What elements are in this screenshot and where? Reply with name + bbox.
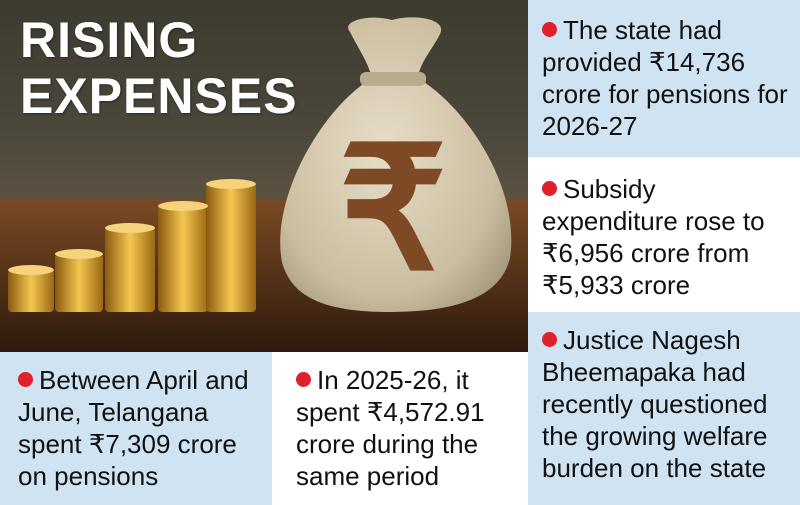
headline-line1: RISING bbox=[20, 12, 199, 68]
fact-text: Justice Nagesh Bheemapaka had recently q… bbox=[542, 325, 768, 483]
headline-line2: EXPENSES bbox=[20, 68, 298, 124]
fact-subsidy: Subsidy expenditure rose to ₹6,956 crore… bbox=[528, 163, 800, 306]
bullet-icon bbox=[542, 332, 557, 347]
coin-stacks bbox=[8, 179, 256, 312]
bullet-icon bbox=[542, 22, 557, 37]
bullet-icon bbox=[18, 372, 33, 387]
fact-previous-year: In 2025-26, it spent ₹4,572.91 crore dur… bbox=[272, 352, 522, 505]
money-bag-illustration: ₹ bbox=[0, 17, 528, 352]
fact-pension-provision: The state had provided ₹14,736 crore for… bbox=[528, 0, 800, 157]
money-bag-photo: ₹ RISING EXPENSES bbox=[0, 0, 528, 352]
fact-text: Subsidy expenditure rose to ₹6,956 crore… bbox=[542, 174, 765, 300]
bullet-icon bbox=[542, 181, 557, 196]
fact-justice: Justice Nagesh Bheemapaka had recently q… bbox=[528, 312, 800, 505]
fact-text: Between April and June, Telangana spent … bbox=[18, 365, 249, 491]
fact-text: The state had provided ₹14,736 crore for… bbox=[542, 15, 788, 141]
rupee-symbol: ₹ bbox=[339, 115, 447, 305]
bullet-icon bbox=[296, 372, 311, 387]
money-bag: ₹ bbox=[280, 17, 512, 312]
headline: RISING EXPENSES bbox=[20, 12, 298, 124]
fact-april-june: Between April and June, Telangana spent … bbox=[0, 352, 272, 505]
fact-text: In 2025-26, it spent ₹4,572.91 crore dur… bbox=[296, 365, 485, 491]
